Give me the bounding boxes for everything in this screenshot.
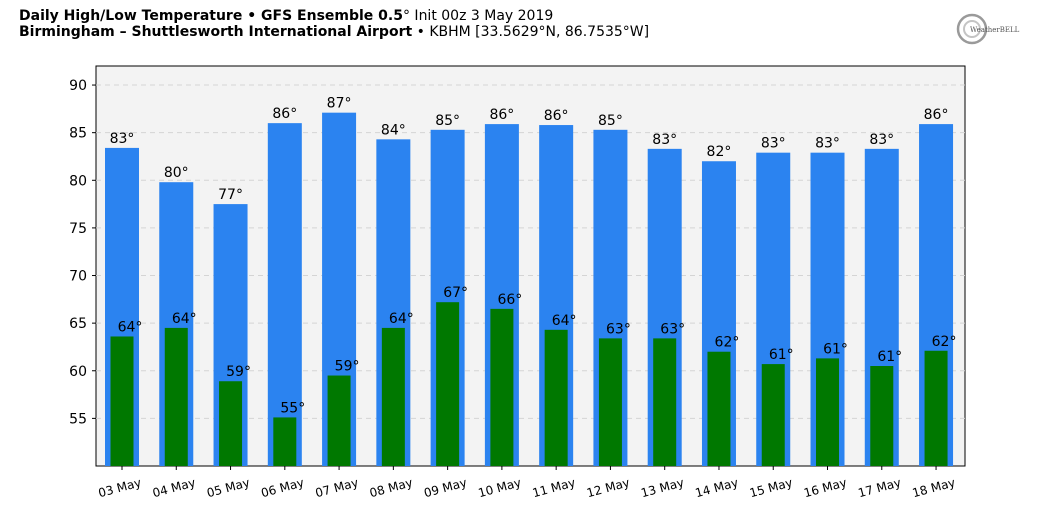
low-temp-label: 64°	[552, 313, 577, 329]
low-temp-label: 62°	[932, 334, 957, 350]
high-temp-label: 83°	[869, 132, 894, 148]
low-temp-bar	[653, 338, 677, 466]
low-temp-bar	[273, 417, 297, 466]
high-temp-label: 77°	[218, 187, 243, 203]
low-temp-label: 61°	[877, 349, 902, 365]
low-temp-bar	[870, 366, 894, 466]
low-temp-bar	[436, 302, 460, 466]
high-temp-label: 83°	[110, 131, 135, 147]
logo-text: WeatherBELL	[970, 26, 1020, 34]
low-temp-label: 63°	[660, 321, 685, 337]
low-temp-label: 67°	[443, 285, 468, 301]
low-temp-label: 64°	[389, 311, 414, 327]
x-tick-label: 13 May	[639, 475, 685, 500]
low-temp-bar	[598, 338, 622, 466]
y-tick-label: 75	[69, 221, 87, 237]
x-tick-label: 10 May	[477, 475, 523, 500]
high-temp-label: 86°	[272, 106, 297, 122]
high-temp-label: 83°	[652, 132, 677, 148]
y-tick-label: 70	[69, 269, 87, 285]
x-tick-label: 08 May	[368, 475, 414, 500]
chart-subtitle: Birmingham – Shuttlesworth International…	[19, 24, 650, 40]
y-axis: 55 60 65 70 75 80 85 90	[69, 78, 96, 427]
low-temp-bar	[327, 375, 351, 466]
low-temp-bar	[924, 350, 948, 466]
high-temp-label: 80°	[164, 165, 189, 181]
y-tick-label: 90	[69, 78, 87, 94]
low-temp-bar	[110, 336, 134, 466]
x-axis: 03 May 04 May 05 May 06 May 07 May 08 May 09 M…	[97, 466, 957, 500]
low-temp-label: 63°	[606, 321, 631, 337]
chart-header: Daily High/Low Temperature • GFS Ensembl…	[19, 8, 649, 40]
x-tick-label: 03 May	[97, 475, 143, 500]
low-temp-bar	[761, 364, 785, 466]
low-temp-bar	[707, 351, 731, 466]
low-temp-label: 66°	[497, 292, 522, 308]
x-tick-label: 18 May	[911, 475, 957, 500]
high-temp-label: 82°	[707, 144, 732, 160]
x-tick-label: 09 May	[422, 475, 468, 500]
low-temp-label: 61°	[823, 341, 848, 357]
high-temp-bar	[267, 123, 302, 467]
y-tick-label: 80	[69, 173, 87, 189]
x-tick-label: 07 May	[314, 475, 360, 500]
high-temp-label: 86°	[544, 108, 569, 124]
low-temp-label: 59°	[226, 364, 251, 380]
high-temp-label: 85°	[598, 113, 623, 129]
low-temp-label: 62°	[715, 335, 740, 351]
y-tick-label: 65	[69, 316, 87, 332]
x-tick-label: 04 May	[151, 475, 197, 500]
low-temp-label: 64°	[118, 319, 143, 335]
x-tick-label: 05 May	[205, 475, 251, 500]
high-temp-label: 86°	[924, 107, 949, 123]
y-tick-label: 85	[69, 126, 87, 142]
bars	[105, 112, 954, 467]
low-temp-bar	[164, 327, 188, 466]
y-tick-label: 60	[69, 364, 87, 380]
y-tick-label: 55	[69, 411, 87, 427]
low-temp-bar	[816, 358, 840, 466]
low-temp-bar	[381, 327, 405, 466]
chart-title: Daily High/Low Temperature • GFS Ensembl…	[19, 8, 554, 24]
x-tick-label: 16 May	[802, 475, 848, 500]
high-temp-label: 83°	[761, 136, 786, 152]
x-tick-label: 17 May	[857, 475, 903, 500]
low-temp-bar	[544, 329, 568, 466]
high-temp-label: 85°	[435, 113, 460, 129]
low-temp-label: 59°	[335, 359, 360, 375]
high-temp-label: 83°	[815, 136, 840, 152]
low-temp-label: 55°	[280, 400, 305, 416]
low-temp-label: 61°	[769, 347, 794, 363]
low-temp-label: 64°	[172, 311, 197, 327]
high-temp-label: 84°	[381, 122, 406, 138]
low-temp-bar	[490, 308, 514, 466]
data-labels: 83° 64° 80° 64° 77° 59° 86° 55° 87° 59° 84° 64° 85° 6…	[110, 96, 957, 417]
high-temp-label: 87°	[327, 96, 352, 112]
weatherbell-logo: WeatherBELL	[956, 13, 1020, 45]
high-temp-label: 86°	[489, 107, 514, 123]
x-tick-label: 14 May	[694, 475, 740, 500]
x-tick-label: 12 May	[585, 475, 631, 500]
low-temp-bar	[219, 381, 243, 466]
x-tick-label: 06 May	[260, 475, 306, 500]
x-tick-label: 15 May	[748, 475, 794, 500]
x-tick-label: 11 May	[531, 475, 577, 500]
